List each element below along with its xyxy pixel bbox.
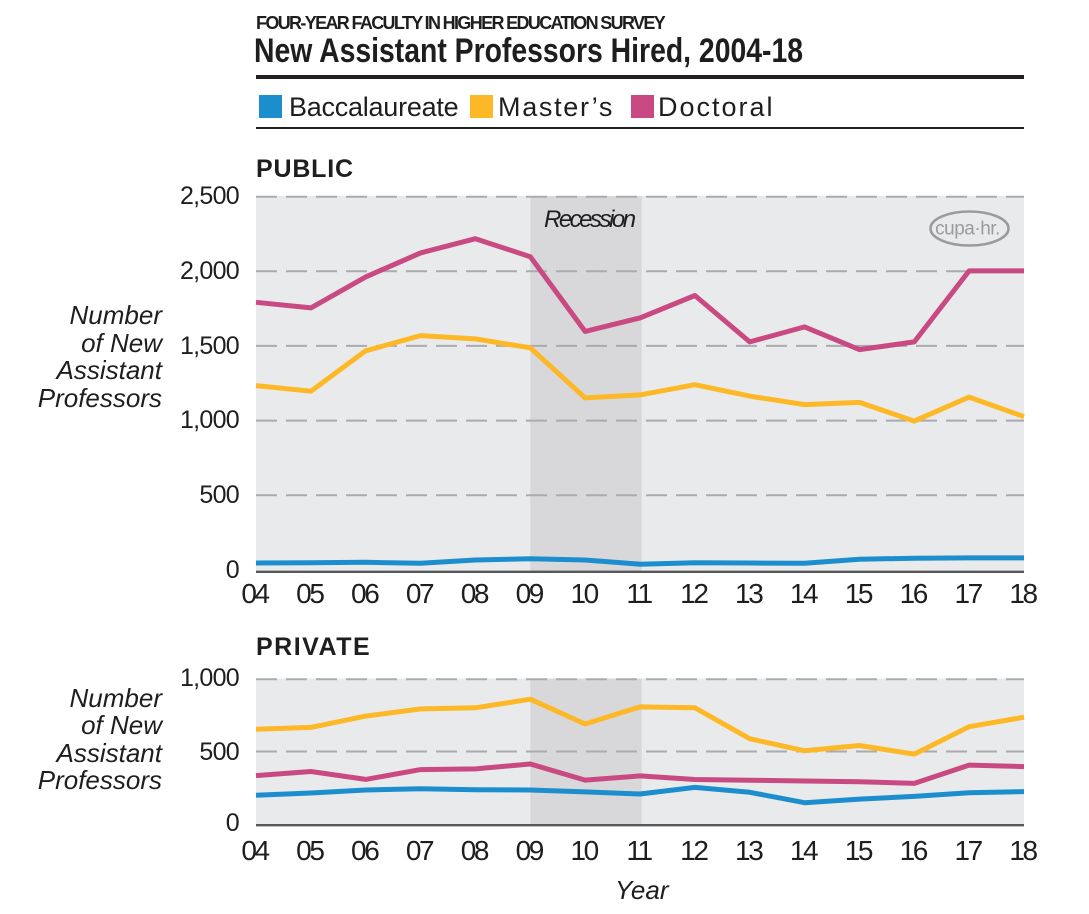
svg-text:cupa·hr.: cupa·hr. bbox=[935, 219, 1000, 240]
